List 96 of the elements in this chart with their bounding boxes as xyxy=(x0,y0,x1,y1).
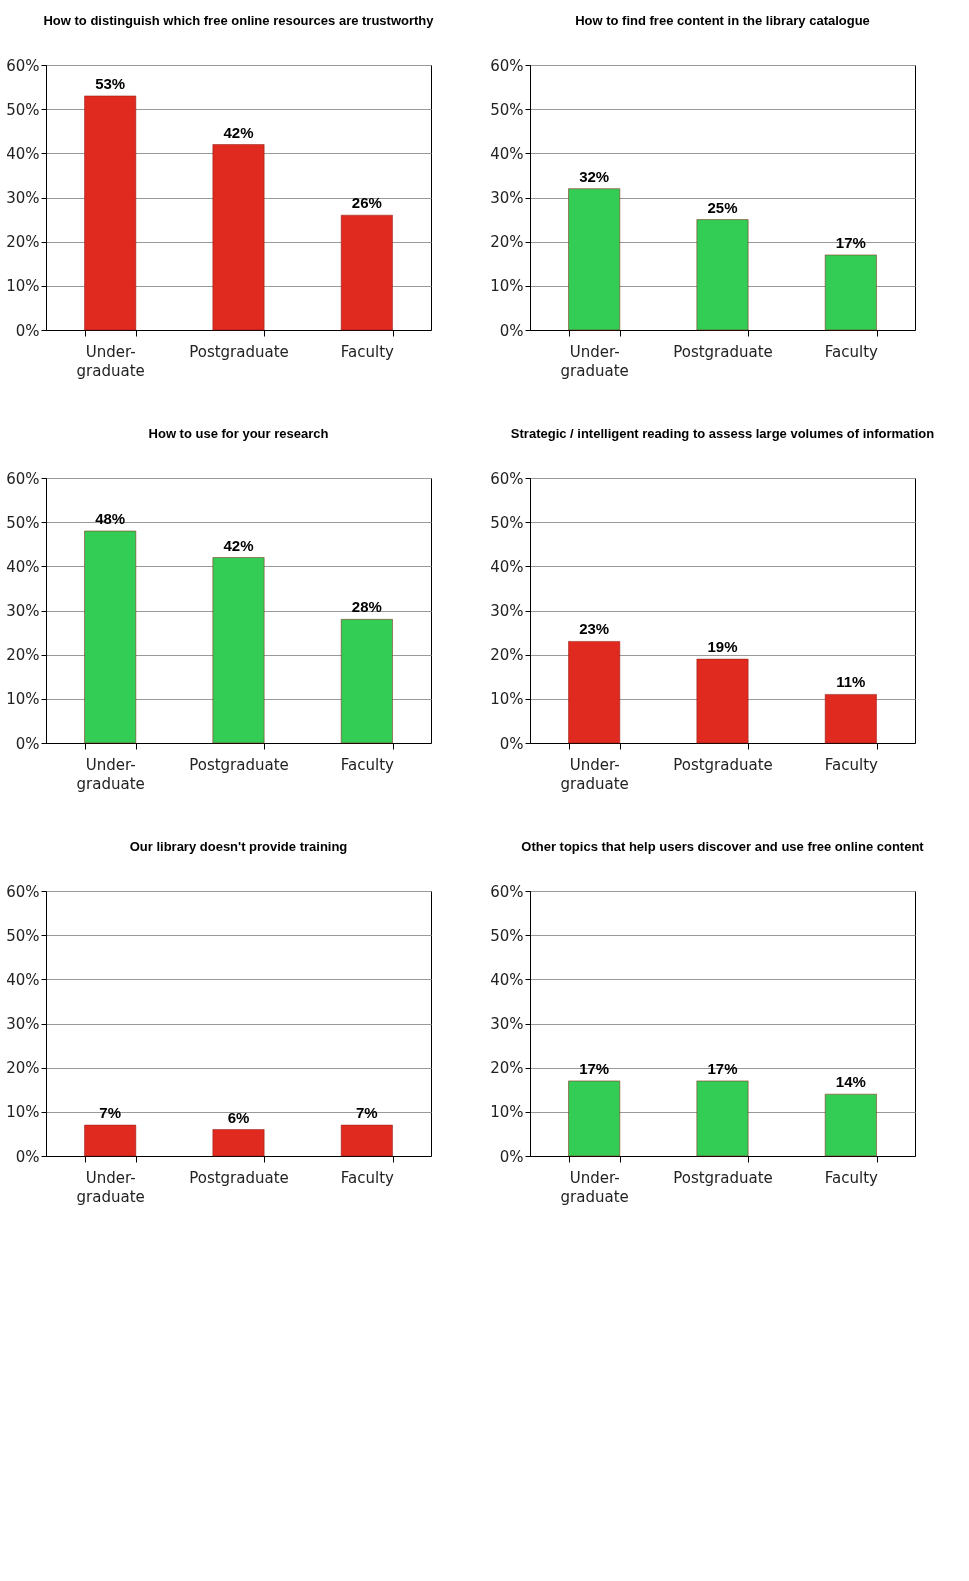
y-tick-label: 40% xyxy=(6,557,40,576)
y-tick-label: 30% xyxy=(490,602,524,620)
chart-title: Our library doesn't provide training xyxy=(129,839,348,854)
bar xyxy=(696,219,749,331)
bar xyxy=(84,95,137,331)
x-tick-label: Under- graduate xyxy=(560,755,629,793)
data-label: 42% xyxy=(223,123,254,141)
y-tick-label: 60% xyxy=(6,469,40,488)
y-tick-label: 0% xyxy=(15,321,40,340)
y-tick-label: 50% xyxy=(6,513,40,532)
data-label: 7% xyxy=(355,1104,378,1122)
bar xyxy=(824,254,877,331)
data-label: 28% xyxy=(351,598,382,616)
data-label: 23% xyxy=(579,620,610,638)
y-tick-label: 0% xyxy=(15,1147,40,1166)
y-tick-label: 50% xyxy=(490,100,524,119)
data-label: 7% xyxy=(99,1104,122,1122)
bar xyxy=(212,144,265,331)
data-label: 26% xyxy=(351,194,382,212)
bar xyxy=(340,214,393,331)
y-tick-label: 10% xyxy=(490,277,524,296)
y-tick-label: 10% xyxy=(6,690,40,709)
x-tick-label: Postgraduate xyxy=(673,342,773,361)
y-tick-label: 60% xyxy=(490,56,524,75)
data-label: 17% xyxy=(579,1059,610,1077)
x-tick-label: Postgraduate xyxy=(673,755,773,774)
y-tick-label: 0% xyxy=(15,734,40,753)
y-tick-label: 0% xyxy=(499,1147,524,1166)
y-tick-label: 50% xyxy=(490,513,524,532)
y-tick-label: 50% xyxy=(6,926,40,945)
y-tick-label: 30% xyxy=(6,1015,40,1033)
bar xyxy=(696,658,749,744)
bar xyxy=(340,619,393,744)
x-tick-label: Postgraduate xyxy=(189,342,289,361)
y-tick-label: 40% xyxy=(490,144,524,163)
y-tick-label: 10% xyxy=(490,690,524,709)
y-tick-label: 0% xyxy=(499,321,524,340)
y-tick-label: 40% xyxy=(490,557,524,576)
y-tick-label: 30% xyxy=(6,189,40,207)
y-tick-label: 10% xyxy=(6,1103,40,1122)
y-tick-label: 60% xyxy=(6,56,40,75)
data-label: 6% xyxy=(227,1108,250,1126)
chart-title: How to distinguish which free online resources are trustworthy xyxy=(43,13,435,28)
y-tick-label: 20% xyxy=(490,233,524,252)
bar xyxy=(84,530,137,744)
y-tick-label: 20% xyxy=(6,646,40,665)
y-tick-label: 30% xyxy=(490,189,524,207)
data-label: 25% xyxy=(707,198,738,216)
x-tick-label: Faculty xyxy=(340,342,395,361)
x-tick-label: Under- graduate xyxy=(560,1168,629,1206)
chart-title: How to use for your research xyxy=(148,426,329,441)
x-tick-label: Postgraduate xyxy=(189,755,289,774)
y-tick-label: 50% xyxy=(6,100,40,119)
data-label: 48% xyxy=(95,510,126,527)
y-tick-label: 10% xyxy=(490,1103,524,1122)
y-tick-label: 40% xyxy=(6,144,40,163)
y-tick-label: 60% xyxy=(6,882,40,901)
bar xyxy=(824,694,877,744)
data-label: 17% xyxy=(835,233,866,251)
x-tick-label: Faculty xyxy=(340,755,395,774)
x-tick-label: Faculty xyxy=(824,342,879,361)
data-label: 42% xyxy=(223,536,254,554)
y-tick-label: 30% xyxy=(490,1015,524,1033)
y-tick-label: 60% xyxy=(490,882,524,901)
y-tick-label: 60% xyxy=(490,469,524,488)
y-tick-label: 40% xyxy=(490,970,524,989)
bar xyxy=(568,188,621,331)
y-tick-label: 40% xyxy=(6,970,40,989)
data-label: 32% xyxy=(579,167,610,185)
x-tick-label: Faculty xyxy=(340,1168,395,1187)
x-tick-label: Postgraduate xyxy=(189,1168,289,1187)
y-tick-label: 30% xyxy=(6,602,40,620)
chart-title: Other topics that help users discover and use free online content xyxy=(521,839,925,854)
data-label: 14% xyxy=(835,1073,866,1091)
y-tick-label: 0% xyxy=(499,734,524,753)
y-tick-label: 20% xyxy=(490,1059,524,1078)
data-label: 17% xyxy=(707,1059,738,1077)
data-label: 19% xyxy=(707,638,738,656)
data-label: 11% xyxy=(836,673,866,691)
y-tick-label: 20% xyxy=(490,646,524,665)
bar xyxy=(568,641,621,744)
y-tick-label: 20% xyxy=(6,1059,40,1078)
x-tick-label: Faculty xyxy=(824,1168,879,1187)
y-tick-label: 10% xyxy=(6,277,40,296)
x-tick-label: Under- graduate xyxy=(76,1168,145,1206)
data-label: 53% xyxy=(95,74,126,92)
x-tick-label: Under- graduate xyxy=(560,342,629,380)
y-tick-label: 20% xyxy=(6,233,40,252)
x-tick-label: Under- graduate xyxy=(76,755,145,793)
y-tick-label: 50% xyxy=(490,926,524,945)
chart-title: How to find free content in the library catalogue xyxy=(575,13,870,28)
chart-title: Strategic / intelligent reading to assess large volumes of information xyxy=(510,426,935,441)
x-tick-label: Postgraduate xyxy=(673,1168,773,1187)
x-tick-label: Faculty xyxy=(824,755,879,774)
bar xyxy=(212,557,265,744)
x-tick-label: Under- graduate xyxy=(76,342,145,380)
